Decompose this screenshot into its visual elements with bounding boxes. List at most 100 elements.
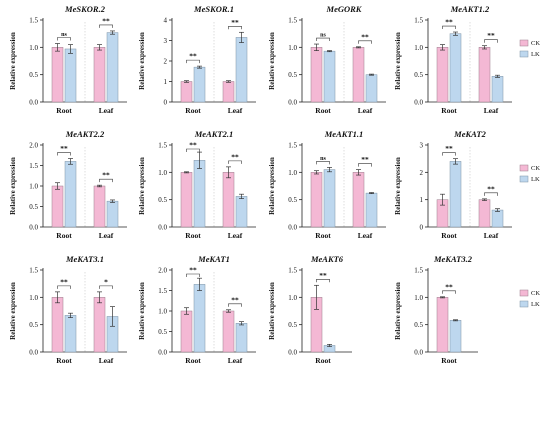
bar-ck: [352, 47, 365, 103]
y-tick-label: 1.0: [29, 294, 38, 302]
y-tick-label: 0.0: [414, 99, 423, 107]
significance-bracket: [358, 40, 372, 44]
significance-label: **: [231, 295, 239, 304]
y-tick-label: 0.0: [288, 349, 297, 357]
significance-label: ns: [320, 156, 326, 162]
y-tick-label: 1.0: [288, 169, 297, 177]
chart-title: MeKAT3.2: [433, 254, 473, 264]
y-tick-label: 0.0: [158, 349, 167, 357]
significance-bracket: [358, 163, 372, 167]
y-tick-label: 1.0: [158, 308, 167, 316]
y-axis-label: Relative expression: [138, 282, 146, 340]
x-tick-label: Leaf: [358, 231, 373, 240]
legend-label: CK: [531, 40, 540, 47]
bar-lk: [235, 323, 248, 353]
significance-label: ns: [320, 33, 326, 39]
y-tick-label: 2: [164, 58, 168, 66]
y-tick-label: 1.0: [29, 183, 38, 191]
significance-label: **: [189, 266, 197, 275]
y-tick-label: 1.5: [158, 142, 167, 150]
y-tick-label: 0.0: [29, 224, 38, 232]
x-tick-label: Root: [56, 106, 72, 115]
significance-bracket: [57, 37, 71, 41]
x-tick-label: Root: [185, 106, 201, 115]
bar-ck: [352, 172, 365, 228]
significance-bracket: [186, 59, 200, 64]
x-tick-label: Leaf: [358, 106, 373, 115]
chart-panel-1: MeSKOR.2 0.0 0.5 1.0 1.5 Relative expression n…: [9, 4, 127, 115]
chart-title: MeKAT2: [453, 129, 486, 139]
y-axis-label: Relative expression: [394, 157, 402, 215]
significance-bracket: [484, 39, 498, 43]
significance-bracket: [57, 285, 71, 289]
bar-lk: [64, 161, 77, 228]
x-tick-label: Root: [315, 231, 331, 240]
y-tick-label: 1.5: [288, 142, 297, 150]
y-tick-label: 0.5: [414, 321, 423, 329]
significance-bracket: [442, 25, 456, 30]
significance-bracket: [484, 192, 498, 196]
y-tick-label: 1: [164, 78, 168, 86]
y-tick-label: 0.5: [288, 196, 297, 204]
chart-title: MeAKT2.1: [194, 129, 234, 139]
legend-label: LK: [531, 51, 540, 58]
significance-bracket: [442, 290, 456, 294]
bar-lk: [235, 196, 248, 228]
x-tick-label: Root: [185, 231, 201, 240]
x-tick-label: Root: [56, 231, 72, 240]
significance-bracket: [99, 178, 113, 183]
y-axis-label: Relative expression: [138, 157, 146, 215]
y-axis-label: Relative expression: [9, 32, 17, 90]
y-tick-label: 1.0: [414, 44, 423, 52]
bar-lk: [449, 320, 462, 353]
significance-label: **: [231, 18, 239, 27]
y-tick-label: 3: [420, 142, 424, 150]
bar-lk: [491, 209, 504, 228]
bar-ck: [310, 47, 323, 103]
y-tick-label: 1.5: [29, 17, 38, 25]
bar-lk: [106, 200, 119, 228]
x-tick-label: Leaf: [99, 231, 114, 240]
bar-ck: [310, 172, 323, 228]
bar-ck: [222, 172, 235, 228]
y-tick-label: 2.0: [29, 142, 38, 150]
y-tick-label: 2.0: [158, 267, 167, 275]
y-axis-label: Relative expression: [394, 32, 402, 90]
chart-panel-10: MeKAT1 0.0 0.5 1.0 1.5 2.0 Relative expression…: [138, 254, 256, 365]
chart-title: MeAKT2.2: [65, 129, 105, 139]
y-tick-label: 0.0: [29, 99, 38, 107]
bar-ck: [51, 185, 64, 228]
bar-ck: [436, 297, 449, 353]
x-tick-label: Leaf: [99, 356, 114, 365]
bar-lk: [365, 74, 378, 103]
chart-panel-12: MeKAT3.2 0.0 0.5 1.0 1.5 Relative expression *…: [394, 254, 540, 365]
x-tick-label: Root: [441, 231, 457, 240]
significance-bracket: [442, 152, 456, 156]
chart-title: MeAKT1.2: [450, 4, 490, 14]
y-tick-label: 0.0: [414, 349, 423, 357]
bar-lk: [64, 48, 77, 103]
chart-panel-11: MeAKT6 0.0 0.5 1.0 1.5 Relative expression ** R…: [268, 254, 352, 365]
legend-label: CK: [531, 165, 540, 172]
significance-bracket: [228, 160, 242, 164]
x-tick-label: Root: [315, 356, 331, 365]
y-tick-label: 1.5: [288, 267, 297, 275]
significance-label: **: [361, 155, 369, 164]
significance-label: **: [60, 144, 68, 153]
chart-title: MeAKT1.1: [324, 129, 364, 139]
bar-lk: [323, 50, 336, 103]
bar-lk: [106, 32, 119, 103]
y-tick-label: 0.5: [288, 321, 297, 329]
y-tick-label: 0.5: [29, 321, 38, 329]
chart-title: MeKAT1: [197, 254, 230, 264]
y-tick-label: 1.0: [158, 169, 167, 177]
bar-ck: [478, 199, 491, 228]
x-tick-label: Root: [315, 106, 331, 115]
y-tick-label: 1.0: [288, 294, 297, 302]
significance-label: **: [487, 31, 495, 40]
bar-lk: [193, 160, 206, 228]
bar-ck: [436, 47, 449, 103]
y-tick-label: 0.5: [414, 71, 423, 79]
significance-label: *: [104, 277, 108, 286]
